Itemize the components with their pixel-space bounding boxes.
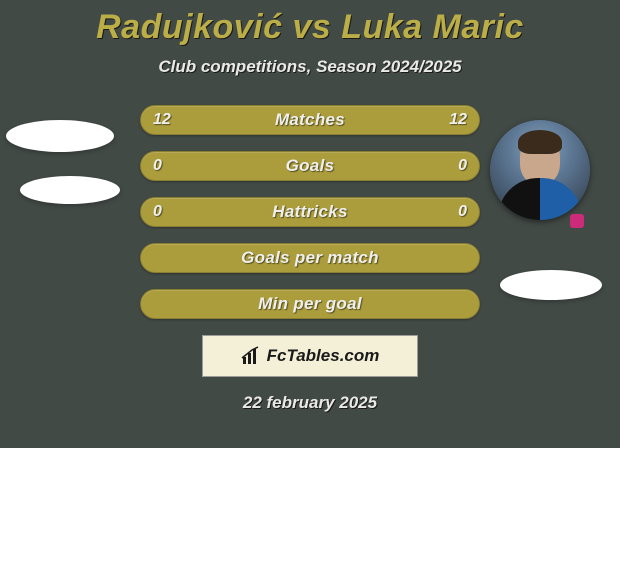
stat-left-value: 12	[153, 111, 171, 129]
stat-label: Hattricks	[272, 202, 347, 222]
avatar-hair	[518, 130, 562, 154]
stat-label: Goals	[286, 156, 335, 176]
subtitle: Club competitions, Season 2024/2025	[0, 57, 620, 77]
stat-row-goals-per-match: Goals per match	[140, 243, 480, 273]
brand-box[interactable]: FcTables.com	[202, 335, 418, 377]
stat-left-value: 0	[153, 203, 162, 221]
brand-chart-icon	[241, 346, 261, 366]
stat-right-value: 12	[449, 111, 467, 129]
stat-right-value: 0	[458, 203, 467, 221]
stat-right-value: 0	[458, 157, 467, 175]
stat-row-hattricks: 0 Hattricks 0	[140, 197, 480, 227]
stats-rows: 12 Matches 12 0 Goals 0 0 Hattricks 0 Go…	[140, 105, 480, 319]
stat-label: Min per goal	[258, 294, 362, 314]
stat-row-matches: 12 Matches 12	[140, 105, 480, 135]
avatar-badge	[570, 214, 584, 228]
page-title: Radujković vs Luka Maric	[0, 8, 620, 47]
stat-label: Goals per match	[241, 248, 379, 268]
placeholder-ellipse-left-1	[6, 120, 114, 152]
brand-text: FcTables.com	[267, 346, 380, 366]
stat-label: Matches	[275, 110, 345, 130]
player-right-avatar	[490, 120, 590, 220]
comparison-card: Radujković vs Luka Maric Club competitio…	[0, 0, 620, 448]
stat-row-min-per-goal: Min per goal	[140, 289, 480, 319]
stat-left-value: 0	[153, 157, 162, 175]
stat-row-goals: 0 Goals 0	[140, 151, 480, 181]
placeholder-ellipse-left-2	[20, 176, 120, 204]
placeholder-ellipse-right-1	[500, 270, 602, 300]
date-text: 22 february 2025	[0, 393, 620, 413]
